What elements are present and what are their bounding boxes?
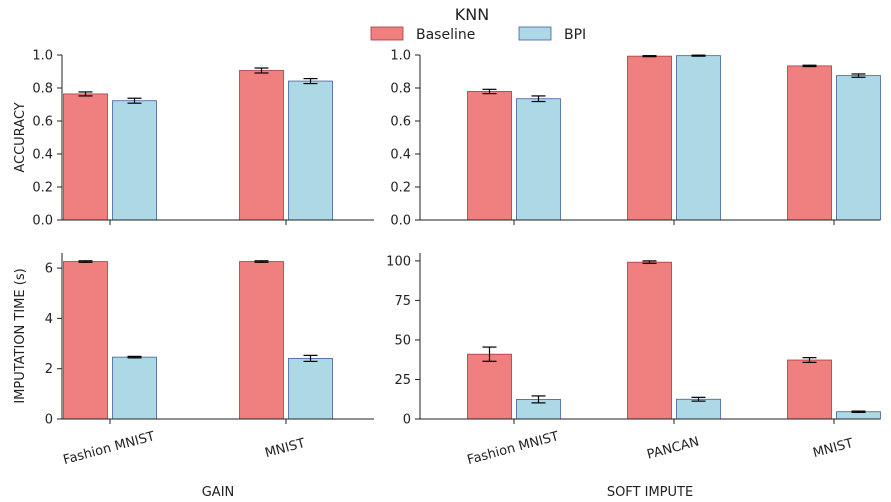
bar-bpi xyxy=(676,55,721,221)
x-axis-title: SOFT IMPUTE xyxy=(607,485,693,500)
y-tick-label: 100 xyxy=(386,254,411,269)
bar-baseline xyxy=(627,261,672,420)
bar-baseline xyxy=(63,261,108,420)
y-tick-label: 6 xyxy=(45,262,53,277)
bar-baseline xyxy=(63,93,108,221)
bar-bpi xyxy=(836,75,881,221)
y-tick-label: 0.0 xyxy=(32,214,53,229)
bar-bpi xyxy=(112,100,157,221)
panel-soft-impute-accuracy: 0.0 0.2 0.4 0.6 0.8 1.0 xyxy=(390,49,881,229)
bar-baseline xyxy=(787,359,832,420)
x-tick-label: MNIST xyxy=(263,436,307,461)
y-tick-label: 0.0 xyxy=(390,214,411,229)
bar-baseline xyxy=(467,91,512,221)
y-tick-label: 0.2 xyxy=(390,181,411,196)
legend-swatch-bpi xyxy=(518,26,552,41)
legend-swatch-baseline xyxy=(370,26,404,41)
x-tick-label: Fashion MNIST xyxy=(62,429,157,468)
y-tick-label: 25 xyxy=(394,373,411,388)
x-tick-label: Fashion MNIST xyxy=(466,429,561,468)
y-axis-title: ACCURACY xyxy=(13,102,28,172)
y-tick-label: 0.4 xyxy=(32,148,53,163)
legend: Baseline BPI xyxy=(370,26,586,43)
panel-soft-impute-time: 0 25 50 75 100 Fashion MNIST PANCAN MNIST SOFT I… xyxy=(386,253,881,500)
bar-baseline xyxy=(467,353,512,420)
legend-label-baseline: Baseline xyxy=(416,27,475,43)
y-tick-label: 0.8 xyxy=(390,82,411,97)
panel-gain-time: 0 2 4 6 Fashion MNIST MNIST IMPUTATION TIME (s… xyxy=(13,253,374,500)
y-tick-label: 75 xyxy=(394,294,411,309)
bar-baseline xyxy=(627,55,672,221)
bar-baseline xyxy=(787,65,832,221)
y-tick-label: 0.6 xyxy=(32,115,53,130)
y-tick-label: 1.0 xyxy=(32,49,53,64)
bar-baseline xyxy=(239,70,284,221)
y-tick-label: 0.6 xyxy=(390,115,411,130)
x-tick-label: PANCAN xyxy=(645,434,700,462)
legend-label-bpi: BPI xyxy=(564,27,586,43)
bar-bpi xyxy=(516,98,561,221)
bar-bpi xyxy=(288,80,333,221)
y-tick-label: 0.4 xyxy=(390,148,411,163)
x-axis-title: GAIN xyxy=(202,485,235,500)
bar-bpi xyxy=(112,356,157,420)
y-tick-label: 0 xyxy=(45,413,53,428)
panel-gain-accuracy: 0.0 0.2 0.4 0.6 0.8 1.0 ACCURACY xyxy=(13,49,374,229)
y-tick-label: 50 xyxy=(394,333,411,348)
bar-bpi xyxy=(288,357,333,420)
x-tick-label: MNIST xyxy=(811,436,855,461)
y-tick-label: 0 xyxy=(403,413,411,428)
y-axis-title: IMPUTATION TIME (s) xyxy=(13,268,28,403)
bar-bpi xyxy=(676,398,721,420)
bar-baseline xyxy=(239,261,284,420)
y-tick-label: 2 xyxy=(45,362,53,377)
y-tick-label: 4 xyxy=(45,312,53,327)
chart-title: KNN xyxy=(455,5,489,24)
y-tick-label: 0.8 xyxy=(32,82,53,97)
y-tick-label: 1.0 xyxy=(390,49,411,64)
y-tick-label: 0.2 xyxy=(32,181,53,196)
